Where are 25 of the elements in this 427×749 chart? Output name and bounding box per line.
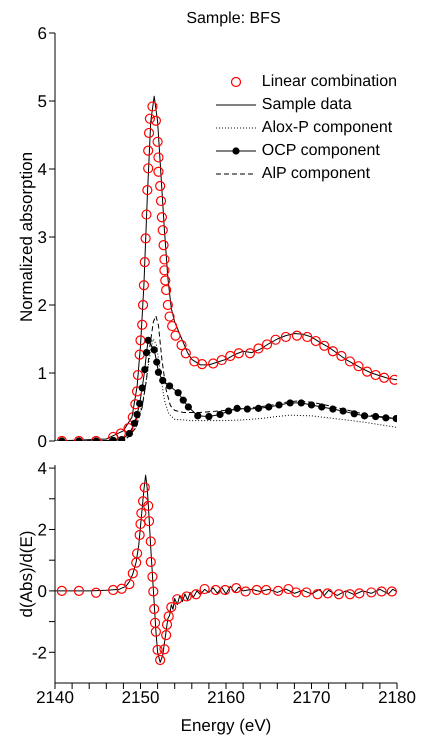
x-axis-title: Energy (eV): [180, 716, 272, 735]
y-tick-label: 5: [38, 92, 47, 112]
y-tick-label: 4: [38, 459, 47, 478]
y-tick-label: 4: [38, 160, 47, 180]
chart-title: Sample: BFS: [186, 10, 281, 27]
y-axis-title: Normalized absorption: [17, 152, 36, 322]
y-tick-label: 2: [38, 296, 47, 316]
legend-label: OCP component: [262, 141, 380, 161]
y-tick-label: 6: [38, 24, 47, 44]
x-tick-label: 2170: [292, 688, 330, 708]
y-tick-label: 1: [38, 364, 47, 384]
y-tick-label: -2: [32, 643, 47, 662]
x-tick-label: 2140: [36, 688, 74, 708]
legend-label: Alox-P component: [262, 118, 392, 138]
x-tick-label: 2150: [122, 688, 160, 708]
y-tick-label: 0: [38, 582, 47, 601]
y-tick-label: 3: [38, 228, 47, 248]
legend-label: AlP component: [262, 164, 370, 184]
y-axis-title: d(Abs)/d(E): [17, 530, 36, 618]
legend-label: Linear combination: [262, 72, 397, 92]
legend-label: Sample data: [262, 95, 352, 115]
x-tick-label: 2180: [378, 688, 416, 708]
y-tick-label: 2: [38, 520, 47, 540]
x-tick-label: 2160: [207, 688, 245, 708]
y-tick-label: 0: [38, 432, 47, 452]
